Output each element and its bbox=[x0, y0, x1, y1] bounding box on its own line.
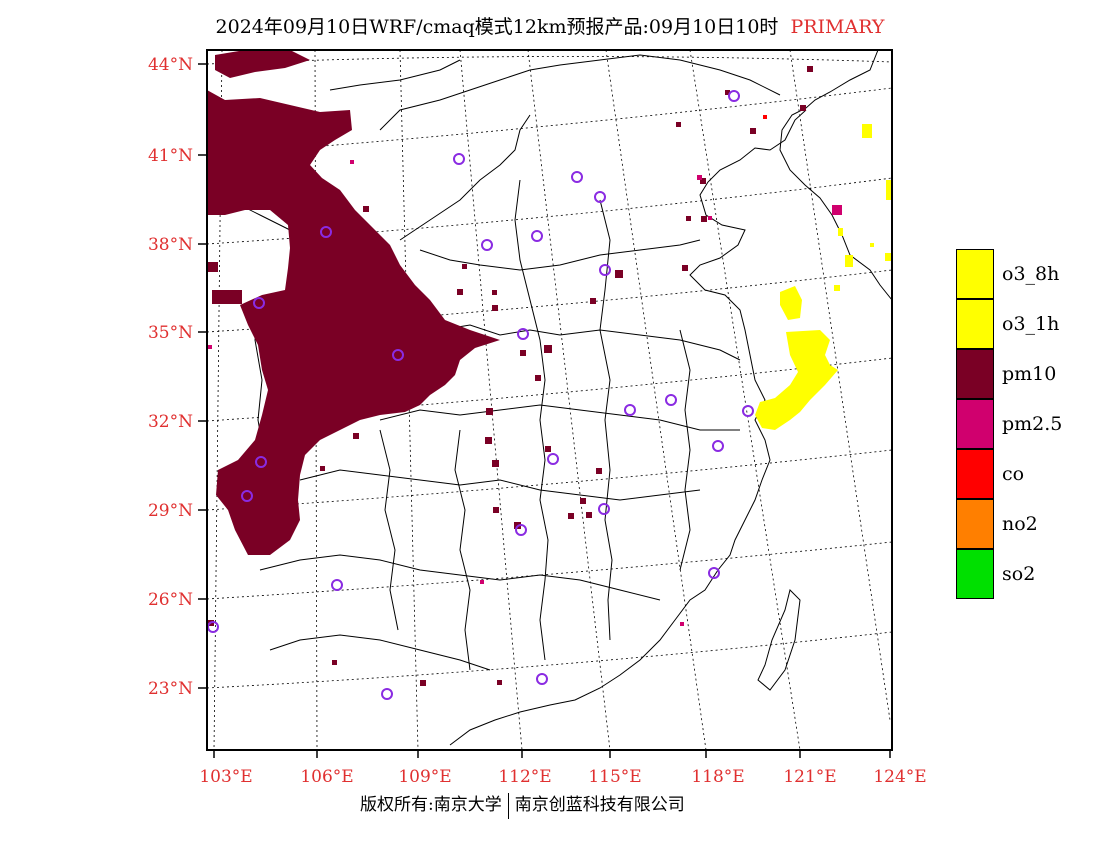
footer-divider bbox=[507, 792, 509, 819]
legend-swatch bbox=[956, 449, 994, 499]
boundaries bbox=[207, 50, 892, 746]
co-spot bbox=[763, 115, 767, 119]
pm25-spots bbox=[208, 160, 842, 626]
longitude-labels: 103°E 106°E 109°E 112°E 115°E 118°E 121°… bbox=[199, 767, 926, 787]
copyright-right: 南京创蓝科技有限公司 bbox=[514, 795, 685, 815]
lon-label: 121°E bbox=[783, 767, 836, 787]
legend-swatch bbox=[956, 349, 994, 399]
lon-label: 109°E bbox=[398, 767, 451, 787]
copyright-footer: 版权所有:南京大学 南京创蓝科技有限公司 bbox=[360, 790, 685, 819]
lon-label: 112°E bbox=[498, 767, 551, 787]
lat-label: 23°N bbox=[148, 679, 193, 699]
lon-label: 103°E bbox=[199, 767, 252, 787]
title-tag: PRIMARY bbox=[790, 16, 885, 38]
copyright-left: 版权所有:南京大学 bbox=[360, 795, 502, 815]
longitude-ticks bbox=[213, 750, 891, 758]
legend-label: so2 bbox=[1002, 563, 1036, 585]
legend-label: pm2.5 bbox=[1002, 413, 1063, 435]
legend-swatch bbox=[956, 399, 994, 449]
legend-swatch bbox=[956, 549, 994, 599]
legend-label: o3_1h bbox=[1002, 313, 1060, 335]
legend-label: o3_8h bbox=[1002, 263, 1060, 285]
lon-label: 118°E bbox=[691, 767, 744, 787]
map-title: 2024年09月10日WRF/cmaq模式12km预报产品:09月10日10时 P… bbox=[0, 12, 1100, 39]
pm10-area bbox=[207, 50, 813, 686]
o3-area bbox=[755, 124, 892, 430]
lon-label: 106°E bbox=[300, 767, 353, 787]
legend-swatch bbox=[956, 499, 994, 549]
lat-label: 32°N bbox=[148, 412, 193, 432]
lat-label: 26°N bbox=[148, 590, 193, 610]
station-markers bbox=[207, 90, 754, 700]
map-content bbox=[207, 50, 892, 750]
legend-swatch bbox=[956, 249, 994, 299]
map-frame bbox=[206, 49, 893, 751]
lat-label: 44°N bbox=[148, 55, 193, 75]
title-text: 2024年09月10日WRF/cmaq模式12km预报产品:09月10日10时 bbox=[215, 16, 779, 38]
latitude-labels: 44°N 41°N 38°N 35°N 32°N 29°N 26°N 23°N bbox=[148, 55, 193, 699]
legend-label: co bbox=[1002, 463, 1025, 485]
lat-label: 35°N bbox=[148, 323, 193, 343]
latitude-ticks bbox=[198, 63, 207, 689]
lon-label: 115°E bbox=[588, 767, 641, 787]
legend-label: no2 bbox=[1002, 513, 1038, 535]
lat-label: 41°N bbox=[148, 146, 193, 166]
legend-swatch bbox=[956, 299, 994, 349]
legend-label: pm10 bbox=[1002, 363, 1057, 385]
lat-label: 29°N bbox=[148, 501, 193, 521]
lat-label: 38°N bbox=[148, 235, 193, 255]
latitude-lines bbox=[207, 56, 892, 689]
lon-label: 124°E bbox=[873, 767, 926, 787]
